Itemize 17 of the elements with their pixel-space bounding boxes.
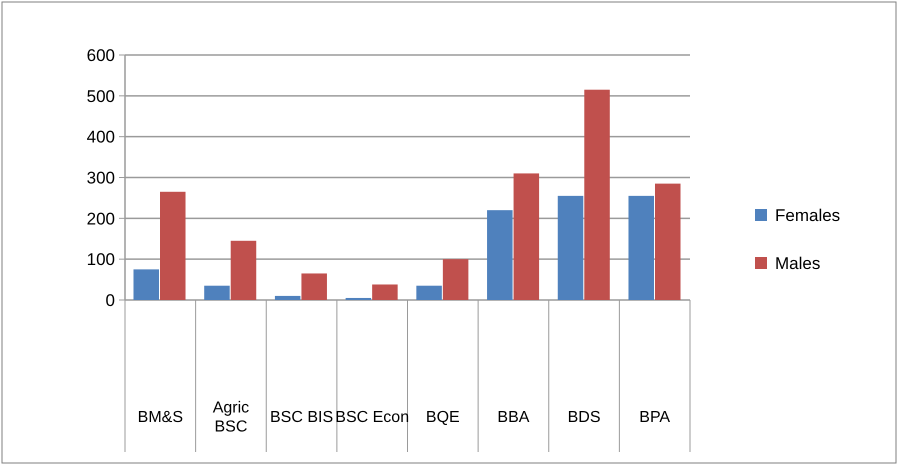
x-tick-label: BSC Econ [335,409,410,426]
y-tick-label: 600 [86,46,115,65]
x-tick-label: BPA [639,409,670,426]
y-tick-label: 0 [106,290,115,310]
y-tick-label: 500 [86,86,115,106]
legend-label: Females [775,206,840,225]
x-tick-label: Agric BSC [212,400,250,436]
x-tick-label: BM&S [138,409,183,426]
x-tick-label: BQE [426,409,460,426]
y-tick-label: 200 [86,209,115,228]
x-tick-label: BBA [497,409,530,426]
x-tick-label: BDS [568,409,601,426]
legend-label: Males [775,254,820,273]
x-tick-label: BSC BIS [270,409,334,426]
y-tick-label: 100 [86,250,115,270]
y-tick-label: 400 [86,128,115,147]
y-tick-label: 300 [86,168,115,188]
